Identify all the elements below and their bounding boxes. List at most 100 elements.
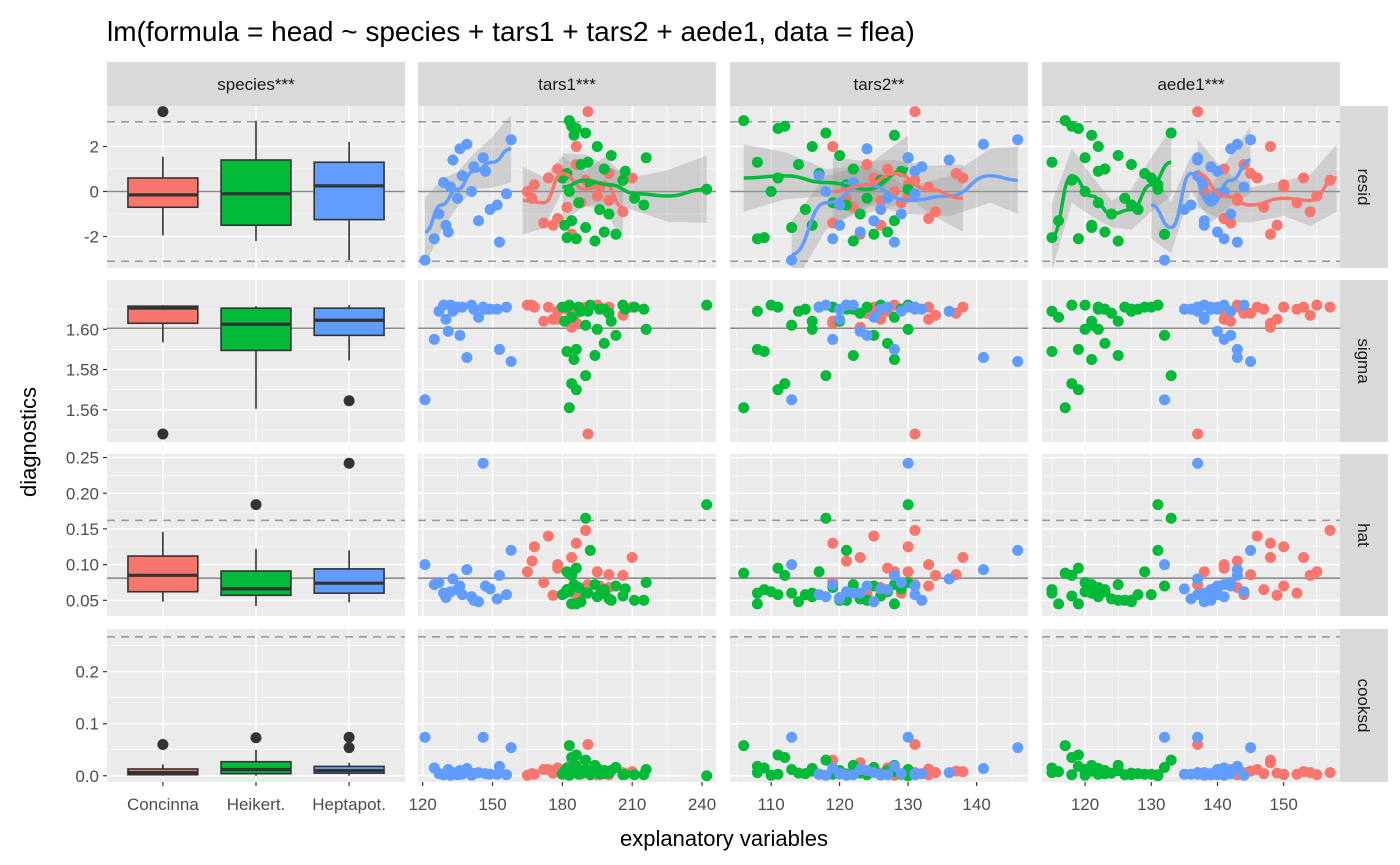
data-point xyxy=(580,764,592,776)
data-point xyxy=(909,188,921,200)
data-point xyxy=(888,598,900,610)
data-point xyxy=(1304,206,1316,218)
data-point xyxy=(1079,576,1091,588)
data-point xyxy=(1079,152,1091,164)
data-point xyxy=(580,222,592,233)
data-point xyxy=(1066,569,1078,581)
data-point xyxy=(888,569,900,581)
strip-label-sigma: sigma xyxy=(1354,338,1373,384)
strip-species xyxy=(107,62,405,106)
panel-marks xyxy=(419,106,713,266)
data-point xyxy=(840,555,852,567)
data-point xyxy=(1159,394,1171,406)
data-point xyxy=(854,226,866,238)
data-point xyxy=(1165,127,1177,139)
data-point xyxy=(930,569,942,581)
data-point xyxy=(820,512,832,524)
data-point xyxy=(428,579,440,591)
y-tick-label: 0.2 xyxy=(75,663,99,682)
data-point xyxy=(1152,499,1164,511)
strip-label-aede1: aede1*** xyxy=(1157,75,1225,94)
data-point xyxy=(1238,299,1250,311)
data-point xyxy=(1086,315,1098,327)
data-point xyxy=(1198,767,1210,779)
data-point xyxy=(827,141,839,152)
data-point xyxy=(1159,228,1171,240)
data-point xyxy=(916,161,928,173)
data-point xyxy=(875,303,887,315)
data-point xyxy=(834,767,846,779)
data-point xyxy=(1106,307,1118,319)
data-point xyxy=(1245,356,1257,368)
data-point xyxy=(1324,767,1336,779)
data-point xyxy=(1218,559,1230,571)
data-point xyxy=(786,764,798,776)
data-point xyxy=(1231,569,1243,581)
data-point xyxy=(559,219,571,231)
data-point xyxy=(493,569,505,581)
strip-label-tars2: tars2** xyxy=(853,75,904,94)
strip-label-hat: hat xyxy=(1354,523,1373,547)
data-point xyxy=(1258,584,1270,596)
x-tick-label: 150 xyxy=(478,795,506,814)
data-point xyxy=(861,159,873,170)
data-point xyxy=(1165,754,1177,766)
data-point xyxy=(640,323,652,335)
data-point xyxy=(1324,524,1336,536)
data-point xyxy=(813,301,825,313)
data-point xyxy=(1112,349,1124,361)
panel-resid-species xyxy=(107,106,405,268)
x-tick-label: Concinna xyxy=(127,795,199,814)
x-tick-label: 140 xyxy=(962,795,990,814)
data-point xyxy=(1258,768,1270,780)
data-point xyxy=(440,313,452,325)
data-point xyxy=(468,594,480,606)
data-point xyxy=(591,190,603,202)
box-Concinna xyxy=(127,177,199,209)
data-point xyxy=(738,740,750,752)
panel-resid-tars1 xyxy=(418,106,716,268)
data-point xyxy=(570,598,582,610)
data-point xyxy=(701,770,713,782)
data-point xyxy=(445,299,457,311)
data-point xyxy=(1159,731,1171,743)
data-point xyxy=(793,159,805,170)
data-point xyxy=(461,564,473,576)
data-point xyxy=(1271,219,1283,231)
data-point xyxy=(610,228,622,240)
box-Heikert. xyxy=(220,307,292,352)
data-point xyxy=(1271,313,1283,325)
y-tick-label: 0.25 xyxy=(66,449,99,468)
data-point xyxy=(1198,219,1210,231)
y-tick-label: 0.20 xyxy=(66,484,99,503)
data-point xyxy=(563,740,575,752)
data-point xyxy=(594,204,606,215)
data-point xyxy=(566,378,578,390)
data-point xyxy=(473,215,485,227)
data-point xyxy=(610,761,622,773)
data-point xyxy=(500,301,512,313)
data-point xyxy=(1211,589,1223,601)
data-point xyxy=(895,208,907,220)
data-point xyxy=(772,589,784,601)
data-point xyxy=(1198,313,1210,325)
data-point xyxy=(484,204,496,215)
data-point xyxy=(433,305,445,317)
data-point xyxy=(779,378,791,390)
data-point xyxy=(1278,541,1290,553)
data-point xyxy=(640,152,652,164)
strip-tars1 xyxy=(418,62,716,106)
data-point xyxy=(1245,569,1257,581)
panel-marks xyxy=(127,305,385,440)
data-point xyxy=(419,559,431,571)
outlier-point xyxy=(250,499,262,511)
x-tick-label: 130 xyxy=(1137,795,1165,814)
panel-marks xyxy=(127,106,385,261)
data-point xyxy=(882,163,894,175)
data-point xyxy=(895,768,907,780)
y-axis-title: diagnostics xyxy=(16,387,41,497)
data-point xyxy=(1046,584,1058,596)
data-point xyxy=(902,499,914,511)
data-point xyxy=(456,589,468,601)
